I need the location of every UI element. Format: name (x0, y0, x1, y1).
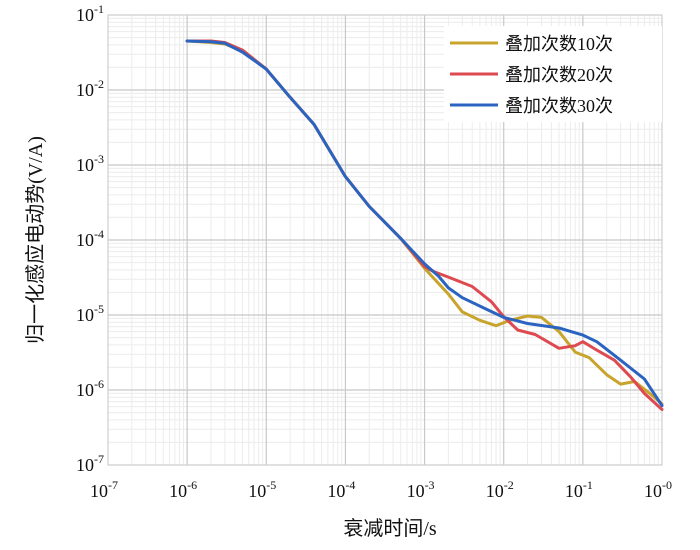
x-tick-label: 10-5 (248, 478, 276, 501)
x-tick-label: 10-4 (327, 478, 355, 501)
x-tick-label: 10-0 (644, 478, 672, 501)
x-tick-label: 10-6 (169, 478, 197, 501)
y-tick-label: 10-1 (76, 2, 104, 25)
x-tick-label: 10-3 (407, 478, 435, 501)
x-tick-label: 10-2 (486, 478, 514, 501)
legend-label: 叠加次数30次 (505, 96, 613, 116)
y-tick-label: 10-2 (76, 77, 104, 100)
y-axis-title: 归一化感应电动势(V/A) (24, 136, 47, 344)
y-tick-label: 10-6 (76, 377, 104, 400)
plot-frame (107, 14, 663, 466)
y-axis-tick-labels: 10-1 10-2 10-3 10-4 10-5 10-6 10-7 (76, 2, 104, 475)
y-tick-label: 10-4 (76, 227, 104, 250)
x-tick-label: 10-1 (565, 478, 593, 501)
series-layer (185, 39, 664, 411)
y-tick-label: 10-3 (76, 152, 104, 175)
legend-label: 叠加次数10次 (505, 34, 613, 54)
y-tick-label: 10-5 (76, 302, 104, 325)
y-tick-label: 10-7 (76, 452, 104, 475)
x-axis-title: 衰减时间/s (343, 517, 437, 540)
x-axis-tick-labels: 10-7 10-6 10-5 10-4 10-3 10-2 10-1 10-0 (90, 478, 672, 501)
x-tick-label: 10-7 (90, 478, 118, 501)
legend-label: 叠加次数20次 (505, 65, 613, 85)
series-line (185, 39, 664, 408)
